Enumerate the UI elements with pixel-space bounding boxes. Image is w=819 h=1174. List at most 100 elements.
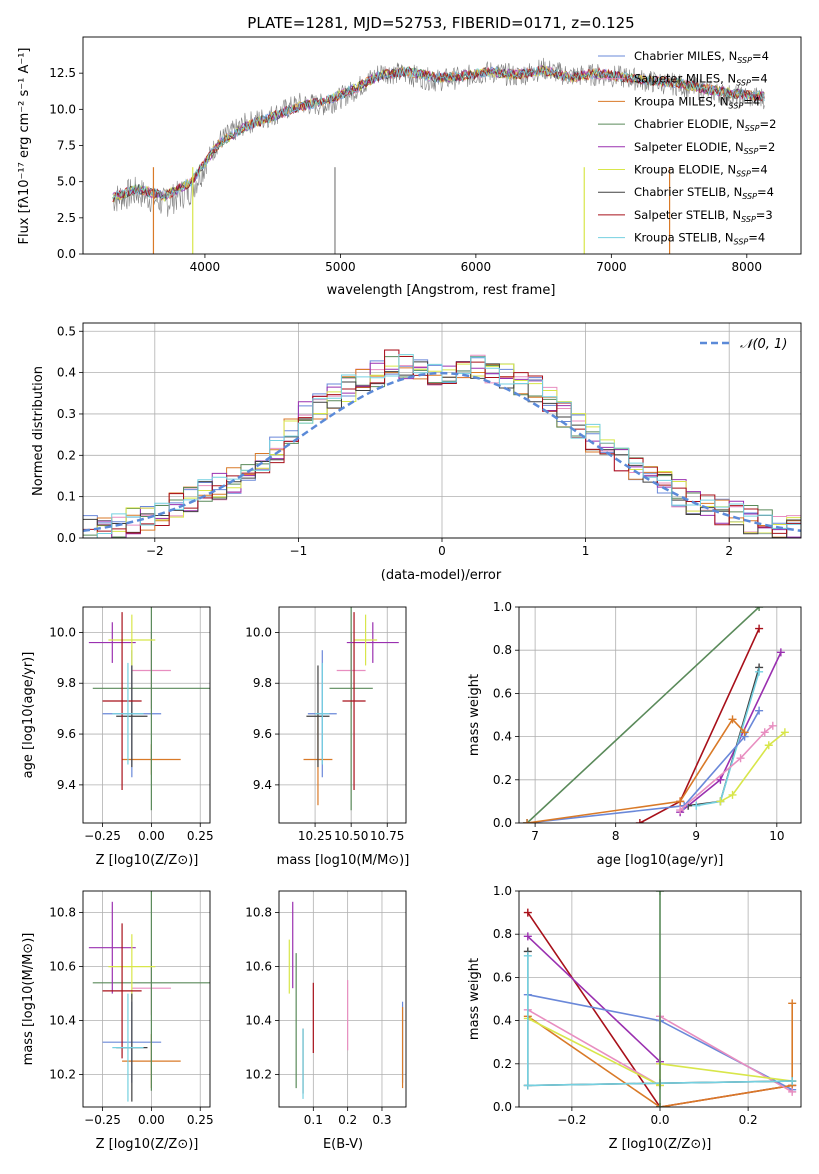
mw-age-ytick-label: 0.6: [493, 686, 512, 700]
age-vs-metallicity-panel: Z [log10(Z/Z⊙)] age [log10(age/yr)] −0.2…: [21, 606, 214, 868]
age-z-frame: [82, 606, 211, 824]
mw-z-point-marker: [788, 1087, 797, 1096]
mw-age-point-marker: [780, 728, 789, 737]
mw-z-ytick-label: 0.0: [493, 1100, 512, 1114]
age-z-plot-area: [88, 607, 210, 811]
p5-ylabel: mass [log10(M/M⊙)]: [21, 933, 36, 1066]
mass-ebv-ytick-label: 10.6: [245, 960, 272, 974]
mw-age-point-marker: [716, 797, 725, 806]
mass-ebv-ytick-label: 10.2: [245, 1068, 272, 1082]
p7-ylabel: mass weight: [467, 958, 482, 1040]
residual-ytick-label: 0.1: [57, 490, 76, 504]
residual-xlabel: (data-model)/error: [381, 568, 502, 583]
massweight-vs-age-panel: age [log10(age/yr)] mass weight 7 8 9 10 0.0…: [467, 600, 802, 868]
spectrum-model-line: [112, 66, 765, 200]
mass-ebv-xtick-label: 0.2: [338, 1113, 357, 1127]
age-z-ytick-label: 9.8: [57, 676, 76, 690]
age-z-xtick-label: −0.25: [84, 829, 121, 843]
mass-z-ytick-label: 10.2: [49, 1068, 76, 1082]
mw-age-ytick-label: 0.2: [493, 773, 512, 787]
mw-age-point-marker: [676, 797, 685, 806]
mw-age-series-line: [526, 607, 760, 823]
mass-ebv-xtick-label: 0.3: [372, 1113, 391, 1127]
mw-z-point-marker: [656, 1103, 664, 1107]
mass-ebv-xtick-label: 0.1: [304, 1113, 323, 1127]
legend-label: Kroupa ELODIE, NSSP=4: [634, 163, 768, 179]
spectrum-xlabel: wavelength [Angstrom, rest frame]: [327, 283, 556, 298]
residual-legend: 𝒩(0, 1): [700, 337, 787, 352]
mass-z-plot-area: [88, 891, 210, 1102]
mw-z-point-marker: [788, 999, 797, 1008]
spectrum-xtick-label: 4000: [190, 260, 221, 274]
spectrum-plot-area: [112, 57, 765, 254]
residual-ylabel: Normed distribution: [31, 366, 46, 496]
spectrum-model-line: [112, 66, 765, 202]
mw-z-point-marker: [788, 1077, 797, 1086]
mass-z-ytick-label: 10.8: [49, 906, 76, 920]
spectrum-xtick-label: 6000: [461, 260, 492, 274]
massweight-vs-metallicity-panel: Z [log10(Z/Z⊙)] mass weight −0.2 0.0 0.2 0.…: [467, 884, 802, 1152]
residual-xtick-label: −2: [146, 544, 164, 558]
normal-curve: [83, 371, 801, 533]
legend-label: Kroupa STELIB, NSSP=4: [634, 231, 765, 247]
legend-label: Chabrier STELIB, NSSP=4: [634, 185, 774, 201]
residual-xtick-label: −1: [290, 544, 308, 558]
mw-z-series-line: [527, 1003, 794, 1107]
age-mass-ytick-label: 9.6: [253, 727, 272, 741]
mass-ebv-ytick-label: 10.8: [245, 906, 272, 920]
normal-legend-label: 𝒩(0, 1): [740, 337, 787, 352]
legend-label: Chabrier ELODIE, NSSP=2: [634, 117, 776, 133]
age-z-ytick-label: 9.4: [57, 778, 76, 792]
spectrum-xtick-label: 8000: [732, 260, 763, 274]
residual-ytick-label: 0.0: [57, 531, 76, 545]
mass-z-ytick-label: 10.4: [49, 1014, 76, 1028]
spectrum-ytick-label: 5.0: [57, 175, 76, 189]
mw-age-point-marker: [755, 667, 764, 676]
mw-z-series-line: [527, 935, 661, 1063]
p6-xlabel: E(B-V): [323, 1137, 363, 1152]
spectrum-ytick-label: 7.5: [57, 139, 76, 153]
mw-z-point-marker: [523, 951, 532, 960]
mass-z-ytick-label: 10.6: [49, 960, 76, 974]
p7-xlabel: Z [log10(Z/Z⊙)]: [609, 1137, 712, 1152]
mw-age-ytick-label: 0.0: [493, 816, 512, 830]
mw-age-series-line: [679, 725, 774, 811]
mw-z-frame: [518, 890, 802, 1108]
mw-age-point-marker: [523, 819, 532, 823]
mw-age-point-marker: [728, 715, 737, 724]
mw-z-point-marker: [523, 932, 532, 941]
mw-age-frame: [518, 606, 802, 824]
age-z-ytick-label: 10.0: [49, 625, 76, 639]
spectrum-ytick-label: 12.5: [49, 66, 76, 80]
legend-label: Salpeter STELIB, NSSP=3: [634, 208, 773, 224]
mw-age-point-marker: [755, 706, 764, 715]
residual-xtick-label: 0: [438, 544, 446, 558]
spectrum-title: PLATE=1281, MJD=52753, FIBERID=0171, z=0…: [247, 14, 634, 32]
spectrum-xtick-label: 7000: [596, 260, 627, 274]
residual-ytick-label: 0.2: [57, 448, 76, 462]
mw-age-xtick-label: 10: [769, 829, 784, 843]
spectrum-panel: PLATE=1281, MJD=52753, FIBERID=0171, z=0…: [17, 14, 802, 298]
residual-ytick-label: 0.5: [57, 324, 76, 338]
age-mass-ytick-label: 9.8: [253, 676, 272, 690]
mw-age-point-marker: [740, 728, 749, 737]
mass-ebv-ytick-label: 10.4: [245, 1014, 272, 1028]
mw-age-xtick-label: 9: [692, 829, 700, 843]
residual-xtick-label: 2: [725, 544, 733, 558]
p3-xlabel: mass [log10(M/M⊙)]: [277, 853, 410, 868]
mw-z-ytick-label: 0.2: [493, 1057, 512, 1071]
age-mass-xtick-label: 10.25: [298, 829, 332, 843]
mw-age-xtick-label: 8: [612, 829, 620, 843]
mw-z-series-line: [526, 955, 793, 1087]
mw-age-point-marker: [776, 648, 785, 657]
residual-histogram-step: [83, 354, 801, 538]
mw-age-point-marker: [716, 775, 725, 784]
age-z-ytick-label: 9.6: [57, 727, 76, 741]
age-mass-plot-area: [303, 607, 399, 811]
age-mass-ytick-label: 9.4: [253, 778, 272, 792]
mw-age-series-line: [720, 731, 786, 803]
legend-label: Kroupa MILES, NSSP=4: [634, 94, 760, 110]
p4-ylabel: mass weight: [467, 674, 482, 756]
mw-age-ytick-label: 1.0: [493, 600, 512, 614]
mw-z-point-marker: [523, 908, 532, 917]
